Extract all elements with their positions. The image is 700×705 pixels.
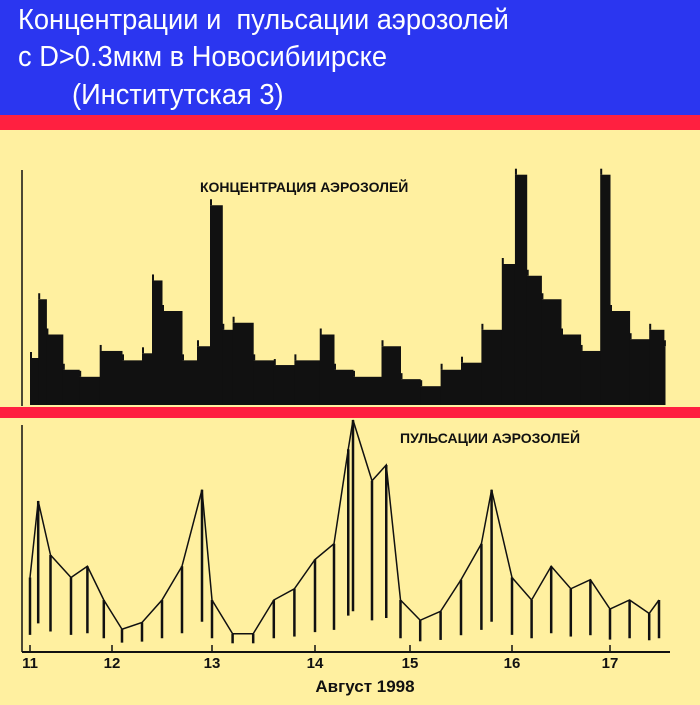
x-tick-label: 13: [204, 655, 221, 672]
concentration-bar: [142, 353, 153, 405]
concentration-bar: [514, 174, 528, 405]
x-tick-label: 17: [602, 655, 619, 672]
title-banner: Концентрации и пульсации аэрозолей с D>0…: [0, 0, 700, 116]
concentration-bar: [541, 299, 562, 405]
top-divider-band: [0, 115, 700, 130]
concentration-bar: [481, 329, 503, 405]
concentration-bar: [30, 358, 39, 405]
pulsation-series: [28, 419, 661, 644]
concentration-bar: [334, 369, 354, 405]
concentration-bar: [610, 311, 631, 405]
middle-divider-band: [0, 407, 700, 418]
concentration-bar: [222, 329, 234, 405]
concentration-bar: [400, 379, 421, 405]
concentration-bar: [461, 362, 482, 405]
x-tick-label: 11: [22, 655, 38, 672]
concentration-bar: [182, 360, 198, 405]
concentration-bar: [197, 346, 211, 405]
concentration-bar: [501, 264, 516, 405]
concentration-series: [30, 168, 666, 405]
x-tick-label: 12: [104, 655, 121, 672]
title-line-3: (Институтская 3): [72, 79, 284, 111]
concentration-bar: [381, 346, 401, 405]
concentration-bar: [46, 334, 64, 405]
x-tick-labels: 11 12 13 14 15 16 17: [22, 645, 618, 672]
title-line-2: с D>0.3мкм в Новосибиирске: [18, 41, 388, 73]
x-axis-label: Август 1998: [315, 677, 414, 696]
concentration-bar: [580, 350, 601, 405]
x-tick-label: 15: [402, 655, 419, 672]
concentration-bar: [420, 386, 442, 405]
concentration-title: КОНЦЕНТРАЦИЯ АЭРОЗОЛЕЙ: [200, 178, 408, 195]
concentration-bar: [152, 280, 163, 405]
concentration-bar: [294, 360, 321, 405]
concentration-bar: [232, 322, 254, 405]
concentration-bar: [649, 329, 665, 405]
concentration-bar: [162, 311, 183, 405]
concentration-bar: [210, 205, 223, 405]
concentration-bar: [79, 376, 101, 405]
concentration-bar: [629, 339, 650, 405]
x-tick-label: 16: [504, 655, 521, 672]
concentration-bar: [526, 275, 542, 405]
concentration-bar: [663, 346, 666, 405]
x-tick-label: 14: [307, 655, 324, 672]
concentration-bar: [62, 369, 80, 405]
concentration-bar: [353, 376, 382, 405]
concentration-bar: [600, 174, 611, 405]
concentration-bar: [99, 350, 123, 405]
pulsation-title: ПУЛЬСАЦИИ АЭРОЗОЛЕЙ: [400, 429, 580, 446]
concentration-bar: [273, 365, 295, 405]
concentration-bar: [319, 334, 335, 405]
concentration-bar: [561, 334, 582, 405]
title-line-1: Концентрации и пульсации аэрозолей: [18, 4, 509, 36]
concentration-bar: [253, 360, 275, 405]
pulsation-line: [29, 419, 660, 635]
concentration-bar: [122, 360, 143, 405]
concentration-bar: [440, 369, 462, 405]
concentration-bar: [38, 299, 47, 405]
